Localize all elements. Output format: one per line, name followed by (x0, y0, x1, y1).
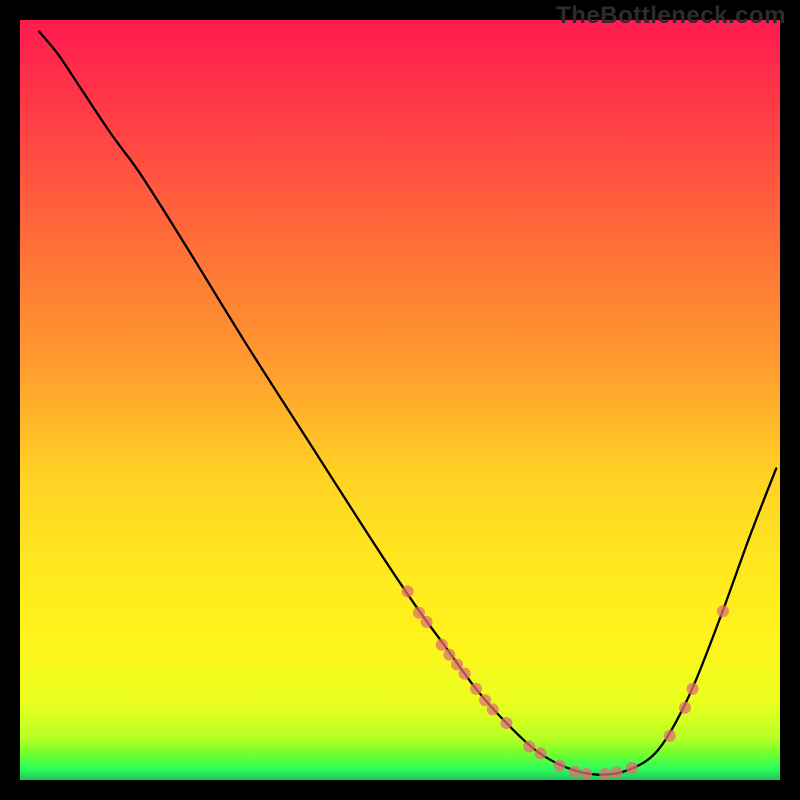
data-marker (569, 766, 581, 778)
plot-background-gradient (20, 20, 780, 780)
data-marker (459, 668, 471, 680)
data-marker (436, 639, 448, 651)
data-marker (470, 683, 482, 695)
data-marker (664, 730, 676, 742)
data-marker (554, 760, 566, 772)
data-marker (611, 766, 623, 778)
data-marker (523, 741, 535, 753)
data-marker (487, 703, 499, 715)
data-marker (626, 762, 638, 774)
data-marker (443, 649, 455, 661)
data-marker (402, 586, 414, 598)
data-marker (535, 747, 547, 759)
data-marker (687, 683, 699, 695)
bottleneck-chart (0, 0, 800, 800)
data-marker (599, 768, 611, 780)
data-marker (580, 768, 592, 780)
watermark-text: TheBottleneck.com (556, 2, 786, 30)
data-marker (421, 616, 433, 628)
data-marker (500, 717, 512, 729)
data-marker (717, 605, 729, 617)
data-marker (679, 702, 691, 714)
